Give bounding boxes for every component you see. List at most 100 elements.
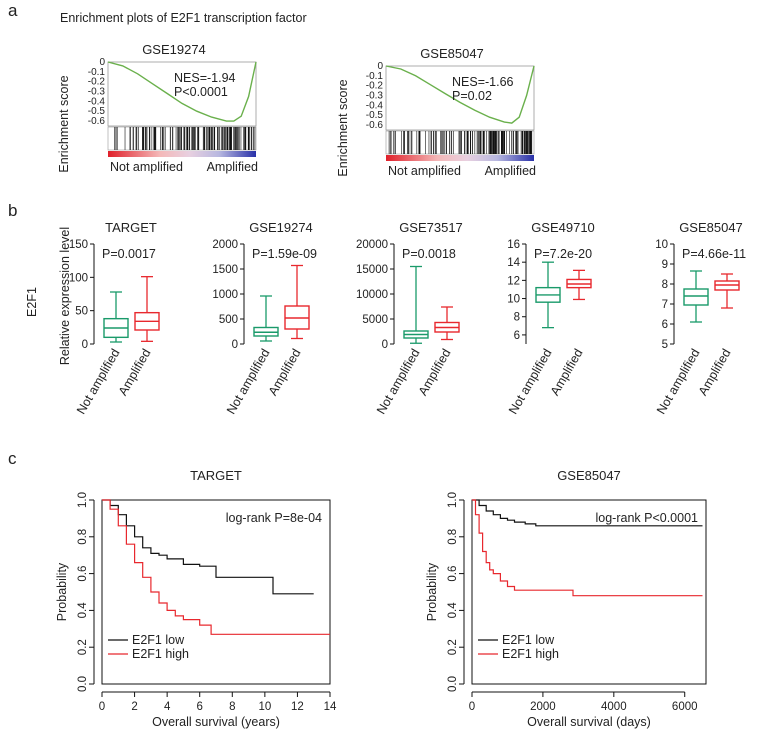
km-ytick-label: 0.6 (447, 566, 459, 582)
km-xtick-label: 4000 (601, 701, 627, 713)
boxplot-pvalue: P=0.0018 (402, 247, 456, 261)
box-amplified (135, 277, 159, 342)
boxplot-ytick-label: 8 (514, 312, 520, 324)
gsea-plot-gse19274: GSE19274 0-0.1-0.2-0.3-0.4-0.5-0.6 Enrichm… (57, 42, 258, 174)
boxplot-ytick-label: 0 (232, 339, 238, 351)
boxplot-ytick-label: 5000 (362, 314, 388, 326)
box-amplified (567, 270, 591, 299)
box-not-amplified (104, 292, 128, 342)
km-xtick-label: 12 (291, 701, 304, 713)
km-ytick-label: 0.6 (77, 566, 89, 582)
gsea-xlabel-left: Not amplified (388, 164, 461, 178)
box-not-amplified (536, 262, 560, 327)
boxplot-group-label: Not amplified (74, 346, 123, 416)
km-xtick-label: 14 (324, 701, 337, 713)
gsea-xlabel-right: Amplified (485, 164, 536, 178)
boxplot-ytick-label: 10000 (356, 289, 388, 301)
box-amplified (435, 307, 459, 340)
boxplot-ytick-label: 50 (75, 306, 88, 318)
gsea-plot-gse85047: GSE85047 0-0.1-0.2-0.3-0.4-0.5-0.6 Enrichm… (336, 46, 536, 178)
boxplot-ytick-label: 9 (662, 259, 668, 271)
boxplot-pvalue: P=4.66e-11 (682, 247, 746, 261)
km-logrank-pvalue: log-rank P=8e-04 (226, 511, 322, 525)
km-ylabel: Probability (425, 562, 439, 621)
km-plot-gse85047: GSE85047 0 2000 4000 6000 0.0 0.2 0.4 0.6 0.8 1.0 O… (425, 468, 706, 729)
gsea-title: GSE85047 (420, 46, 484, 61)
box-not-amplified (684, 271, 708, 322)
boxplot-ytick-label: 14 (507, 257, 520, 269)
km-xlabel: Overall survival (years) (152, 715, 280, 729)
km-plot-target: TARGET 0 2 4 6 8 10 12 14 0.0 0.2 0.4 0.6 0.8 1.0 Overa… (55, 468, 337, 729)
km-ytick-label: 0.2 (447, 639, 459, 655)
gsea-ylabel: Enrichment score (336, 79, 350, 176)
km-xtick-label: 4 (164, 701, 171, 713)
box-amplified (285, 266, 309, 339)
km-xtick-label: 0 (99, 701, 105, 713)
km-legend-label-high: E2F1 high (502, 647, 559, 661)
boxplot-ytick-label: 16 (507, 239, 520, 251)
boxplot-gse19274: GSE19274 0 500 1000 1500 2000 P=1.59e-09 Not am… (212, 220, 317, 417)
box-iqr (684, 289, 708, 305)
gsea-xlabel-right: Amplified (207, 160, 258, 174)
km-xtick-label: 8 (229, 701, 235, 713)
boxplot-ytick-label: 10 (655, 239, 668, 251)
gsea-xlabel-left: Not amplified (110, 160, 183, 174)
km-ytick-label: 1.0 (447, 492, 459, 508)
boxplot-ytick-label: 6 (514, 330, 520, 342)
boxplot-group-label: Not amplified (374, 346, 423, 416)
km-ytick-label: 0.4 (447, 602, 459, 619)
gsea-ytick-label: -0.6 (366, 120, 384, 131)
km-xtick-label: 6000 (672, 701, 698, 713)
boxplot-ytick-label: 1500 (212, 264, 238, 276)
boxplot-pvalue: P=1.59e-09 (252, 247, 317, 261)
boxplot-ytick-label: 1000 (212, 289, 238, 301)
boxplot-ytick-label: 0 (82, 339, 88, 351)
km-ytick-label: 0.8 (77, 529, 89, 545)
km-xtick-label: 2000 (530, 701, 556, 713)
km-xtick-label: 6 (197, 701, 203, 713)
gsea-pvalue-label: P<0.0001 (174, 85, 228, 99)
boxplot-ytick-label: 8 (662, 279, 668, 291)
boxplot-ytick-label: 20000 (356, 239, 388, 251)
km-ytick-label: 0.8 (447, 529, 459, 545)
panel-label-a: a (8, 1, 18, 20)
km-ytick-label: 0.0 (447, 676, 459, 692)
boxplot-ytick-label: 0 (382, 339, 388, 351)
km-xlabel: Overall survival (days) (527, 715, 651, 729)
panel-label-b: b (8, 201, 17, 220)
km-logrank-pvalue: log-rank P<0.0001 (595, 511, 698, 525)
gsea-nes-label: NES=-1.66 (452, 75, 514, 89)
box-not-amplified (254, 296, 278, 341)
boxplot-title: GSE85047 (679, 220, 743, 235)
boxplot-group-label: Not amplified (224, 346, 273, 416)
boxplot-title: GSE49710 (531, 220, 595, 235)
boxplot-group-label: Not amplified (506, 346, 555, 416)
boxplot-pvalue: P=0.0017 (102, 247, 156, 261)
boxplot-ytick-label: 15000 (356, 264, 388, 276)
boxplot-ytick-label: 2000 (212, 239, 238, 251)
gsea-ranked-color-ramp (386, 155, 534, 161)
boxplot-gse49710: GSE49710 6 8 10 12 14 16 P=7.2e-20 Not amplified… (506, 220, 595, 417)
gsea-title: GSE19274 (142, 42, 206, 57)
boxplot-title: GSE19274 (249, 220, 313, 235)
km-legend-label-low: E2F1 low (502, 633, 555, 647)
km-legend-label-high: E2F1 high (132, 647, 189, 661)
km-xtick-label: 2 (131, 701, 137, 713)
gsea-ranked-color-ramp (108, 151, 256, 157)
gsea-ylabel: Enrichment score (57, 75, 71, 172)
boxplot-ytick-label: 5 (662, 339, 668, 351)
km-xtick-label: 0 (469, 701, 475, 713)
gsea-section-title: Enrichment plots of E2F1 transcription f… (60, 11, 307, 25)
boxplot-ytick-label: 12 (507, 275, 520, 287)
figure-canvas: a b c Enrichment plots of E2F1 transcrip… (0, 0, 778, 746)
box-not-amplified (404, 267, 428, 344)
boxplot-title: GSE73517 (399, 220, 463, 235)
boxplot-pvalue: P=7.2e-20 (534, 247, 592, 261)
km-title: TARGET (190, 468, 242, 483)
boxplot-title: TARGET (105, 220, 157, 235)
km-ytick-label: 0.2 (77, 639, 89, 655)
gsea-ytick-label: -0.6 (88, 116, 106, 127)
km-ytick-label: 0.0 (77, 676, 89, 692)
panel-label-c: c (8, 449, 17, 468)
